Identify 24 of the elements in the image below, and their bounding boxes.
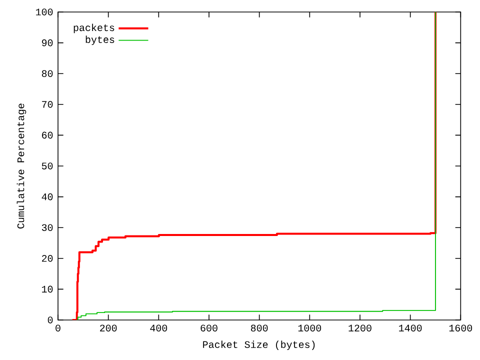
- x-tick-label: 1600: [449, 324, 472, 332]
- x-tick-label: 600: [200, 324, 218, 332]
- y-tick-label: 20: [42, 254, 53, 262]
- y-tick-label: 70: [42, 100, 53, 108]
- x-tick-label: 1200: [348, 324, 372, 332]
- y-tick-label: 80: [42, 70, 53, 77]
- y-tick-label: 60: [42, 132, 53, 139]
- y-tick-label: 90: [42, 39, 53, 46]
- x-tick-label: 0: [56, 324, 60, 332]
- y-tick-label: 10: [42, 286, 53, 293]
- x-tick-label: 800: [250, 324, 268, 332]
- y-tick-label: 100: [36, 8, 53, 16]
- legend-label: bytes: [86, 36, 114, 45]
- y-tick-label: 30: [42, 224, 53, 231]
- x-tick-label: 400: [150, 324, 168, 332]
- y-axis-title: Cumulative Percentage: [16, 104, 26, 228]
- y-tick-label: 0: [48, 316, 53, 324]
- legend-label: packets: [74, 24, 114, 34]
- y-tick-label: 50: [42, 162, 53, 170]
- x-tick-label: 200: [100, 324, 117, 332]
- x-tick-label: 1400: [399, 324, 422, 332]
- x-axis-title: Packet Size (bytes): [203, 340, 315, 350]
- x-tick-label: 1000: [298, 324, 322, 332]
- y-tick-label: 40: [42, 193, 53, 200]
